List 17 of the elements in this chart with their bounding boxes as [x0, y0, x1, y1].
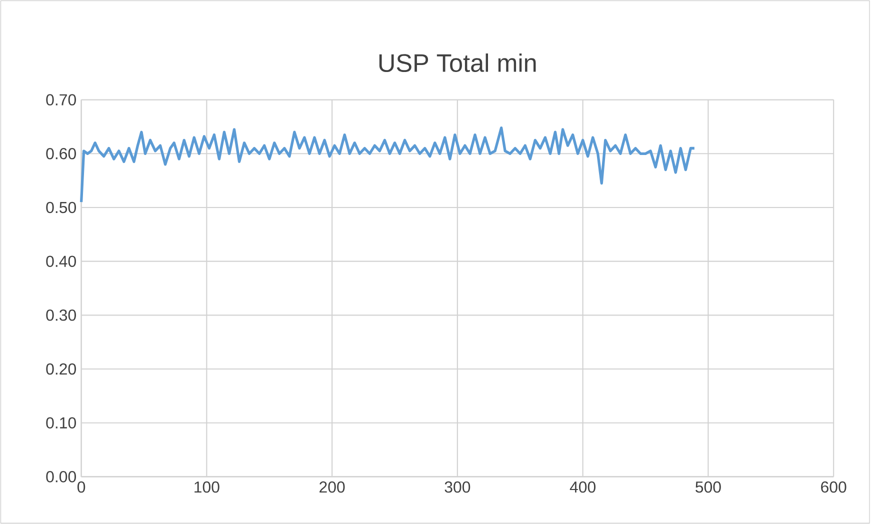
y-tick-label: 0.40 — [46, 256, 76, 267]
y-tick-label: 0.00 — [46, 471, 76, 482]
x-tick-label: 300 — [444, 481, 470, 493]
y-tick-label: 0.50 — [46, 202, 76, 214]
x-tick-label: 600 — [821, 481, 846, 493]
x-tick-label: 500 — [696, 481, 721, 493]
y-tick-label: 0.20 — [46, 363, 76, 375]
y-tick-label: 0.70 — [46, 94, 76, 106]
x-tick-label: 400 — [570, 481, 596, 493]
x-tick-label: 0 — [77, 481, 86, 493]
x-tick-label: 100 — [194, 481, 220, 493]
chart-title: USP Total min — [379, 53, 536, 72]
line-series — [80, 126, 696, 204]
x-tick-label: 200 — [320, 481, 345, 493]
y-tick-label: 0.10 — [46, 417, 76, 429]
y-tick-label: 0.30 — [46, 310, 76, 321]
y-tick-label: 0.60 — [46, 148, 76, 160]
